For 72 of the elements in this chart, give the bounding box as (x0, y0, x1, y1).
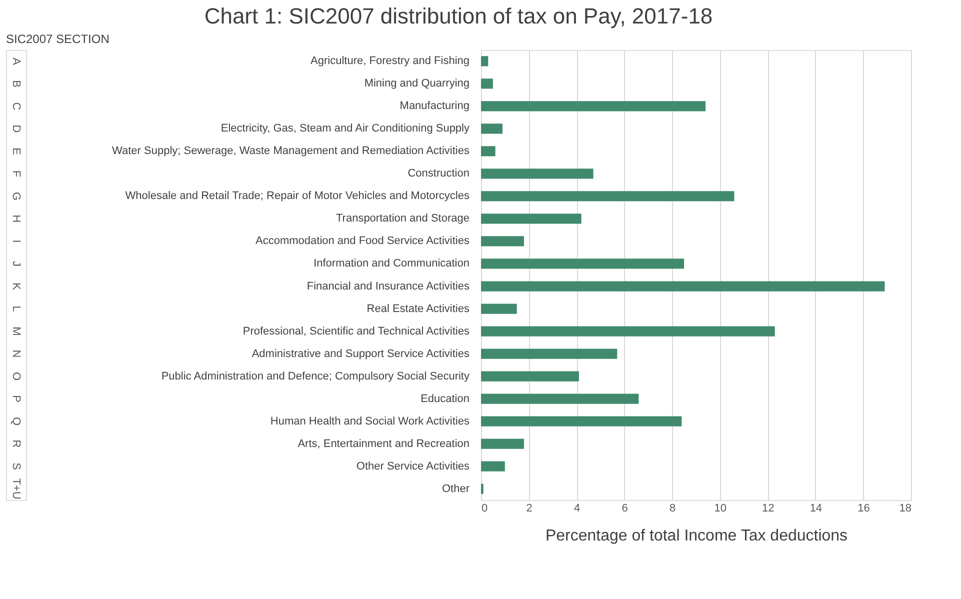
y-tick-label: Wholesale and Retail Trade; Repair of Motor Vehicles and Motorcycles (125, 190, 470, 202)
y2-tick-label: H (10, 214, 22, 223)
y2-tick-label: J (10, 261, 22, 266)
bar (481, 78, 493, 89)
bar (481, 394, 639, 404)
bar (481, 281, 885, 292)
y-tick-label: Real Estate Activities (366, 302, 470, 315)
y2-tick-label: N (10, 350, 22, 358)
y2-tick-label: S (10, 462, 22, 470)
y2-tick-label: P (10, 395, 22, 402)
x-tick-label: 0 (482, 502, 488, 514)
y-tick-label: Education (420, 392, 470, 405)
y2-tick-label: E (10, 148, 22, 155)
x-tick-label: 6 (622, 502, 628, 514)
y-tick-label: Agriculture, Forestry and Fishing (310, 55, 470, 68)
y-tick-label: Water Supply; Sewerage, Waste Management and Remediation Activities (112, 145, 470, 158)
y-tick-label: Construction (408, 168, 470, 180)
y-tick-label: Financial and Insurance Activities (306, 280, 470, 292)
y-tick-label: Arts, Entertainment and Recreation (298, 438, 470, 450)
x-axis-title: Percentage of total Income Tax deductions (545, 528, 848, 544)
y2-tick-label: G (10, 192, 22, 201)
x-tick-label: 14 (810, 502, 822, 514)
bar (481, 326, 775, 336)
y-tick-label: Transportation and Storage (336, 212, 470, 225)
y-axis-title: SIC2007 SECTION (6, 32, 110, 46)
bar (481, 371, 579, 382)
y2-tick-label: R (10, 440, 22, 448)
bar (481, 304, 517, 314)
bar (481, 461, 505, 472)
bar (481, 124, 502, 134)
y-tick-label: Information and Communication (314, 258, 470, 270)
x-tick-label: 2 (526, 502, 532, 514)
y-tick-label: Human Health and Social Work Activities (270, 415, 470, 428)
y2-tick-label: L (10, 306, 22, 312)
y-tick-label: Electricity, Gas, Steam and Air Conditioning Supply (220, 122, 470, 135)
y2-tick-label: B (10, 80, 22, 88)
bar (481, 438, 524, 449)
y-tick-label: Professional, Scientific and Technical Activities (242, 325, 470, 338)
y-tick-label: Accommodation and Food Service Activities (256, 235, 470, 248)
bar (481, 101, 706, 112)
y2-tick-label: D (10, 124, 22, 133)
x-tick-label: 4 (574, 502, 580, 514)
x-tick-label: 18 (899, 502, 912, 514)
x-tick-label: 12 (762, 502, 774, 514)
bar (481, 348, 618, 359)
y2-tick-label: O (10, 372, 22, 381)
bar (481, 236, 524, 246)
y-tick-label: Manufacturing (400, 100, 470, 112)
y-tick-label: Other (442, 482, 470, 495)
bar (481, 168, 594, 179)
bar (481, 416, 682, 426)
y2-tick-label: M (10, 326, 22, 336)
y2-tick-label: Q (10, 416, 22, 426)
y2-tick-label: F (10, 170, 22, 178)
y-tick-label: Mining and Quarrying (364, 78, 470, 90)
x-tick-label: 8 (670, 502, 676, 514)
y-tick-label: Public Administration and Defence; Compulsory Social Security (161, 370, 470, 382)
bar (481, 191, 734, 202)
y2-tick-label: K (10, 282, 22, 291)
bar (481, 56, 488, 66)
y2-tick-label: A (10, 58, 22, 66)
chart-title: Chart 1: SIC2007 distribution of tax on Pay, 2017-18 (204, 4, 713, 28)
bar (481, 214, 582, 224)
y-tick-label: Administrative and Support Service Activities (252, 348, 470, 360)
y2-tick-label: T+U (10, 478, 22, 500)
y-tick-label: Other Service Activities (356, 460, 470, 472)
y2-tick-label: C (10, 102, 22, 110)
x-tick-label: 16 (858, 502, 870, 514)
bar (481, 146, 496, 156)
y2-tick-label: I (10, 240, 22, 243)
x-tick-label: 10 (714, 502, 727, 514)
bar (481, 258, 684, 269)
